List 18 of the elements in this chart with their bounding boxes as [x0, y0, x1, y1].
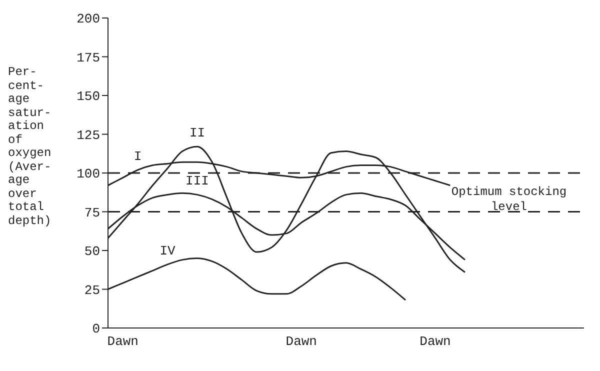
y-tick-label: 175 — [76, 50, 100, 66]
x-tick-label: Dawn — [286, 334, 317, 350]
series-label: IV — [160, 243, 176, 258]
y-tick-label: 200 — [76, 12, 100, 27]
y-tick-label: 100 — [76, 166, 100, 182]
y-tick-label: 75 — [84, 205, 100, 220]
text: Per- cent- age satur- ation of oxygen (Aver- age over total depth) — [8, 65, 52, 228]
y-tick-label: 150 — [76, 89, 100, 104]
annotation: Optimum stocking level — [450, 185, 568, 215]
x-tick-label: Dawn — [420, 334, 451, 350]
y-tick-label: 125 — [76, 128, 100, 143]
y-tick-label: 0 — [92, 322, 100, 337]
y-tick-label: 25 — [84, 282, 100, 298]
x-tick-label: Dawn — [107, 334, 138, 350]
y-tick-label: 50 — [84, 244, 100, 260]
series-label: I — [134, 148, 142, 164]
series-label: III — [186, 174, 209, 189]
series-label: II — [189, 126, 206, 141]
